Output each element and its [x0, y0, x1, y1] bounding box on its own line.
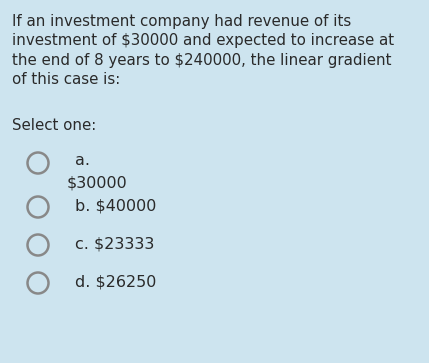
Text: $30000: $30000 [67, 175, 128, 190]
Text: of this case is:: of this case is: [12, 73, 120, 87]
Text: If an investment company had revenue of its: If an investment company had revenue of … [12, 14, 351, 29]
Text: b. $40000: b. $40000 [75, 199, 157, 214]
Text: a.: a. [75, 153, 90, 168]
Text: investment of $30000 and expected to increase at: investment of $30000 and expected to inc… [12, 33, 394, 49]
Text: Select one:: Select one: [12, 118, 96, 133]
Text: the end of 8 years to $240000, the linear gradient: the end of 8 years to $240000, the linea… [12, 53, 392, 68]
Text: d. $26250: d. $26250 [75, 275, 157, 290]
Text: c. $23333: c. $23333 [75, 237, 154, 252]
